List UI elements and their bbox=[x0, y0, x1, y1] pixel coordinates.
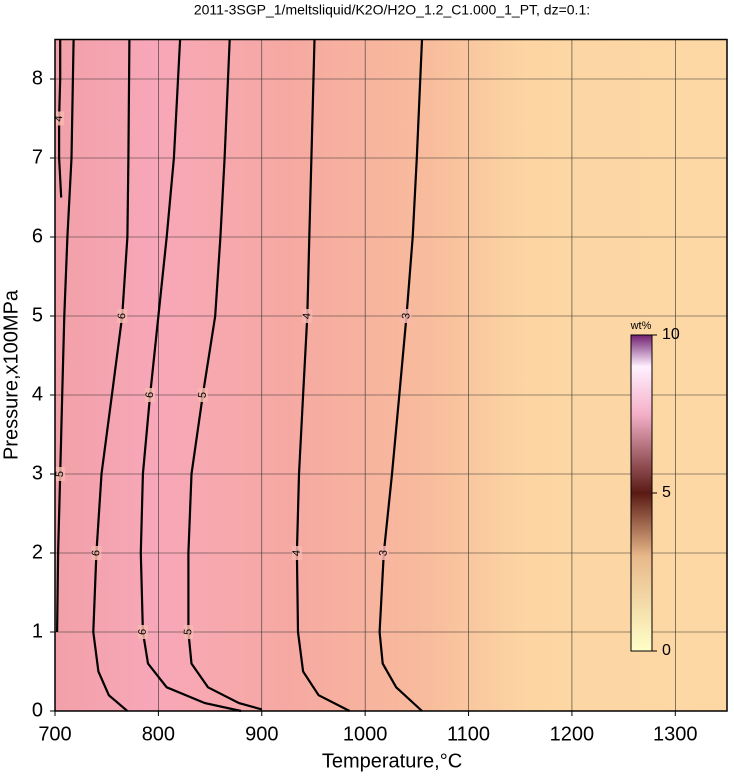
contour-label-bg bbox=[378, 546, 389, 560]
contour-label: 6 bbox=[137, 628, 149, 635]
y-tick-label: 8 bbox=[32, 67, 43, 89]
chart-title: 2011-3SGP_1/meltsliquid/K2O/H2O_1.2_C1.0… bbox=[194, 2, 590, 18]
plot-area bbox=[55, 39, 727, 711]
contour-line bbox=[187, 39, 263, 711]
contour-label: 4 bbox=[301, 312, 313, 319]
y-tick-label: 4 bbox=[32, 383, 43, 405]
contour-label: 6 bbox=[144, 391, 156, 398]
y-tick-label: 7 bbox=[32, 146, 43, 168]
x-tick-label: 1000 bbox=[343, 723, 388, 745]
contour-label-bg bbox=[291, 546, 302, 560]
contour-label: 6 bbox=[116, 312, 128, 319]
colorbar-tick-label: 0 bbox=[662, 642, 671, 659]
contour-label-bg bbox=[401, 309, 412, 323]
contour-label-bg bbox=[197, 388, 208, 402]
x-tick-label: 1100 bbox=[447, 723, 490, 745]
contour-label-bg bbox=[55, 467, 66, 481]
x-tick-label: 1200 bbox=[550, 723, 595, 745]
contour-label: 5 bbox=[54, 470, 66, 477]
y-tick-label: 3 bbox=[32, 462, 43, 484]
contour-label-bg bbox=[137, 625, 148, 639]
y-tick-label: 2 bbox=[32, 541, 43, 563]
y-axis-label: Pressure,x100MPa bbox=[0, 289, 22, 460]
contour-label-bg bbox=[183, 625, 194, 639]
contour-label: 4 bbox=[291, 549, 303, 556]
y-tick-label: 5 bbox=[32, 304, 43, 326]
colorbar bbox=[630, 334, 653, 652]
contour-label: 3 bbox=[377, 549, 389, 556]
frame bbox=[54, 38, 728, 712]
x-tick-label: 800 bbox=[142, 723, 175, 745]
x-axis-label: Temperature,°C bbox=[322, 750, 462, 772]
contour-line bbox=[56, 39, 75, 633]
colorbar-tick-label: 10 bbox=[662, 326, 680, 343]
contour-label-bg bbox=[117, 309, 128, 323]
contour-label: 5 bbox=[197, 391, 209, 398]
y-tick-label: 1 bbox=[32, 620, 43, 642]
contour-label: 4 bbox=[53, 115, 65, 122]
contour-label-bg bbox=[91, 546, 102, 560]
y-tick-label: 6 bbox=[32, 225, 43, 247]
x-tick-label: 700 bbox=[38, 723, 71, 745]
contour-line bbox=[139, 39, 242, 713]
y-tick-label: 0 bbox=[32, 699, 43, 721]
contour-label: 3 bbox=[400, 312, 412, 319]
x-tick-label: 1300 bbox=[653, 723, 698, 745]
colorbar-tick-label: 5 bbox=[662, 484, 671, 501]
contour-line bbox=[92, 39, 131, 712]
contour-line bbox=[295, 39, 351, 712]
contour-label-bg bbox=[302, 309, 313, 323]
contour-label-bg bbox=[54, 111, 65, 126]
contour-label-bg bbox=[145, 388, 156, 402]
x-tick-label: 900 bbox=[245, 723, 278, 745]
colorbar-label: wt% bbox=[630, 320, 652, 332]
contour-label: 6 bbox=[90, 549, 102, 556]
contour-line bbox=[378, 39, 424, 712]
contour-label: 5 bbox=[182, 628, 194, 635]
